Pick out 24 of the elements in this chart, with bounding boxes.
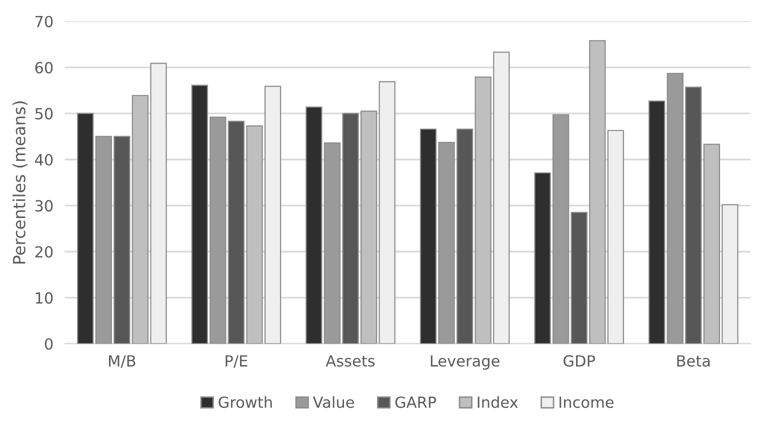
y-axis-title: Percentiles (means) — [12, 101, 28, 264]
legend-label: GARP — [395, 396, 436, 408]
x-tick-label: M/B — [109, 355, 136, 368]
legend-label: Income — [560, 396, 614, 408]
legend-label: Growth — [218, 396, 272, 408]
x-tick-label: Beta — [677, 355, 710, 367]
y-tick-label: 50 — [35, 108, 53, 120]
legend-label: Value — [312, 396, 354, 408]
x-tick-label: GDP — [564, 355, 596, 367]
y-tick-label: 60 — [35, 62, 53, 74]
x-tick-label: P/E — [226, 355, 248, 368]
y-tick-label: 70 — [35, 16, 53, 28]
y-tick-label: 20 — [35, 246, 53, 258]
bar — [77, 112, 94, 344]
y-tick-label: 0 — [44, 338, 53, 350]
bar — [607, 130, 624, 344]
y-tick-label: 40 — [34, 154, 53, 166]
bar — [378, 81, 396, 344]
y-tick-label: 30 — [35, 200, 53, 212]
legend-label: Index — [478, 396, 518, 408]
x-tick-label: Assets — [326, 355, 375, 367]
bar — [648, 100, 666, 344]
x-tick-label: Leverage — [430, 355, 500, 370]
y-tick-label: 10 — [36, 292, 53, 304]
